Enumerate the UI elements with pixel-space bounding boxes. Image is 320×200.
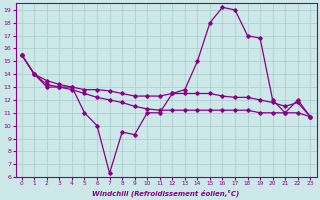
X-axis label: Windchill (Refroidissement éolien,°C): Windchill (Refroidissement éolien,°C) xyxy=(92,189,240,197)
